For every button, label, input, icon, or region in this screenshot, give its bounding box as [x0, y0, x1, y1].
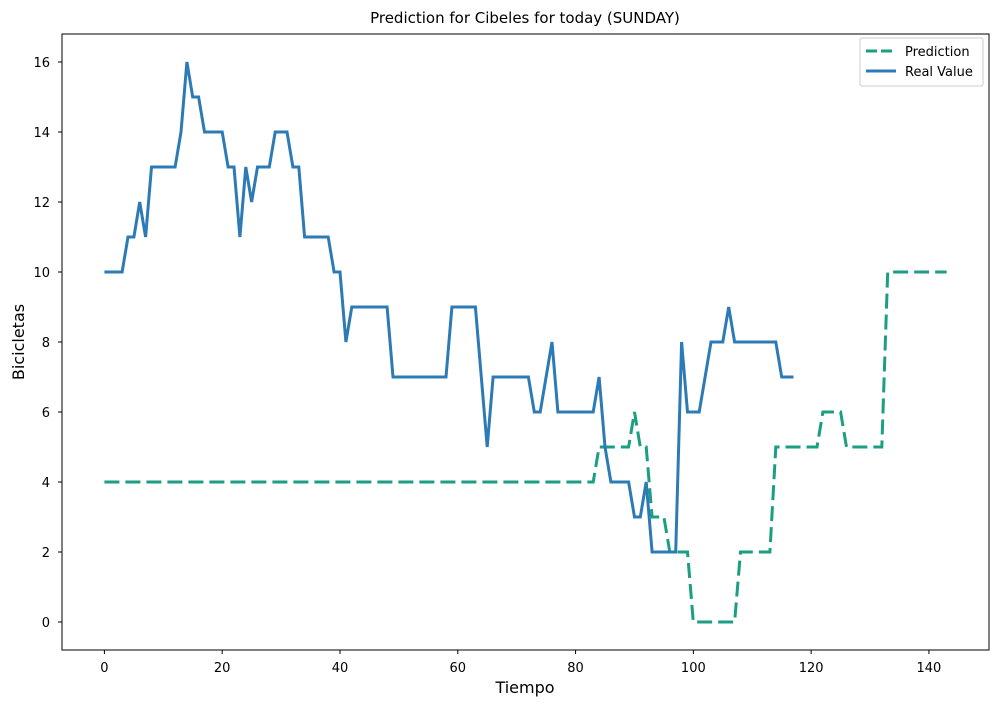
- legend: Prediction Real Value: [859, 37, 984, 87]
- legend-label-prediction: Prediction: [905, 45, 970, 60]
- y-tick-label: 0: [42, 616, 50, 631]
- x-tick-label: 80: [567, 661, 584, 676]
- y-tick-label: 10: [33, 266, 50, 281]
- y-tick-label: 2: [42, 546, 50, 561]
- x-tick-label: 0: [100, 661, 108, 676]
- y-tick-label: 16: [33, 56, 50, 71]
- series-line-prediction: [104, 270, 947, 624]
- y-tick-label: 4: [42, 476, 50, 491]
- x-axis-label: Tiempo: [494, 678, 554, 697]
- series-line-real-value: [104, 61, 794, 554]
- y-axis-label: Bicicletas: [9, 304, 28, 380]
- x-tick-label: 100: [681, 661, 706, 676]
- y-tick-label: 12: [33, 196, 50, 211]
- legend-label-real-value: Real Value: [905, 65, 973, 80]
- x-tick-label: 60: [449, 661, 466, 676]
- x-tick-label: 120: [799, 661, 824, 676]
- x-axis-ticks: 0 20 40 60 80 100 120 140: [100, 650, 941, 676]
- x-tick-label: 140: [917, 661, 942, 676]
- plot-frame: [61, 33, 990, 651]
- x-tick-label: 20: [214, 661, 231, 676]
- y-tick-label: 8: [42, 336, 50, 351]
- chart-title: Prediction for Cibeles for today (SUNDAY…: [370, 9, 680, 27]
- series-lines: [104, 61, 947, 624]
- y-tick-label: 6: [42, 406, 50, 421]
- y-tick-label: 14: [33, 126, 50, 141]
- x-tick-label: 40: [332, 661, 349, 676]
- y-axis-ticks: 0 2 4 6 8 10 12 14 16: [33, 56, 62, 631]
